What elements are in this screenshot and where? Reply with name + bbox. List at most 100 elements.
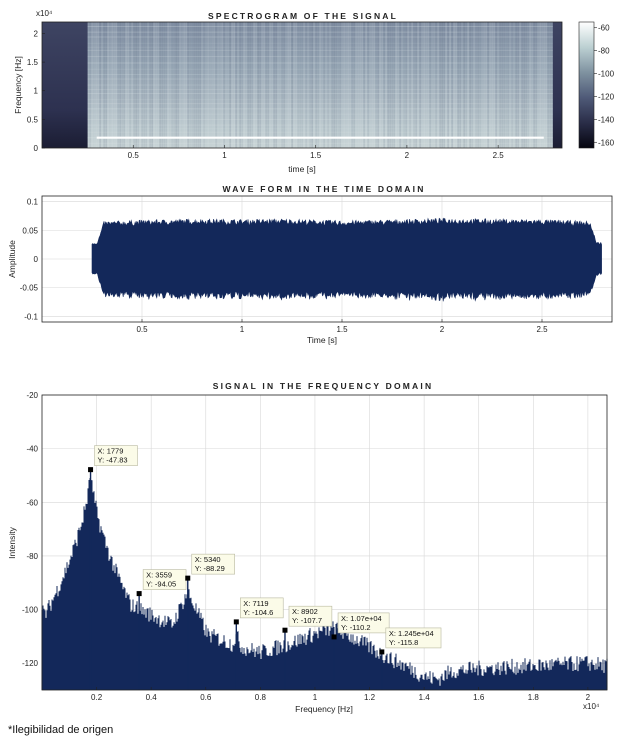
spectrogram-band (87, 26, 553, 27)
spectrogram-stripe (469, 22, 471, 148)
spectrogram-stripe (531, 22, 533, 148)
frequency-ylabel: Intensity (7, 526, 17, 558)
spectrogram-stripe (509, 22, 511, 148)
frequency-ytick-label: -100 (22, 606, 39, 615)
spectrogram-stripe (389, 22, 391, 148)
frequency-panel: SIGNAL IN THE FREQUENCY DOMAIN X: 1779Y:… (7, 381, 608, 714)
spectrogram-stripe (323, 22, 325, 148)
peak-datatip-x: X: 8902 (292, 607, 318, 616)
spectrogram-stripe (409, 22, 411, 148)
spectrogram-stripe (231, 22, 233, 148)
spectrogram-stripe (299, 22, 301, 148)
colorbar-ticks: -60 -80 -100 -120 -140 -160 (594, 24, 615, 147)
spectrogram-stripe (191, 22, 193, 148)
spectrogram-stripe (187, 22, 189, 148)
frequency-ticks: 0.2 0.4 0.6 0.8 1 1.2 1.4 1.6 1.8 2 -20 -40 -60 -80 -1… (22, 391, 591, 702)
colorbar-tick-label: -100 (598, 70, 615, 79)
waveform-ytick-label: 0.05 (22, 226, 38, 235)
peak-marker[interactable] (379, 649, 385, 655)
peak-marker[interactable] (136, 591, 142, 597)
spectrogram-stripe (163, 22, 165, 148)
spectrogram-band (87, 119, 553, 121)
peak-marker[interactable] (233, 619, 239, 625)
spectrogram-stripe (359, 22, 361, 148)
spectrogram-stripe (493, 22, 495, 148)
spectrogram-stripe (333, 22, 335, 148)
spectrogram-stripe (109, 22, 111, 148)
peak-marker[interactable] (185, 575, 191, 581)
spectrogram-stripe (215, 22, 217, 148)
spectrogram-stripe (405, 22, 407, 148)
spectrogram-band (87, 103, 553, 105)
spectrogram-band (87, 46, 553, 48)
spectrogram-stripe (165, 22, 167, 148)
spectrogram-stripe (437, 22, 439, 148)
spectrogram-stripe (545, 22, 547, 148)
spectrogram-xtick-label: 1 (222, 151, 227, 160)
waveform-plot (91, 217, 602, 302)
peak-datatip (337, 612, 390, 634)
peak-datatip-y: Y: -94.05 (146, 580, 176, 589)
spectrogram-stripe (377, 22, 379, 148)
spectrogram-stripe (519, 22, 521, 148)
spectrogram-stripe (141, 22, 143, 148)
frequency-ytick-label: -40 (26, 445, 38, 454)
spectrogram-band (87, 31, 553, 33)
spectrogram-band (87, 113, 553, 115)
frequency-xtick-label: 1.2 (364, 693, 376, 702)
spectrogram-band (87, 99, 553, 101)
spectrogram-stripe (199, 22, 201, 148)
spectrogram-stripe (525, 22, 527, 148)
peak-marker[interactable] (331, 634, 337, 640)
peak-datatip-y: Y: -47.83 (98, 456, 128, 465)
spectrogram-stripe (103, 22, 105, 148)
waveform-xtick-label: 0.5 (136, 325, 148, 334)
spectrogram-stripe (207, 22, 209, 148)
spectrogram-stripe (425, 22, 427, 148)
spectrogram-stripe (429, 22, 431, 148)
peak-marker[interactable] (88, 467, 94, 473)
spectrogram-stripe (379, 22, 381, 148)
spectrogram-stripe (487, 22, 489, 148)
frequency-xtick-label: 0.2 (91, 693, 103, 702)
spectrogram-stripe (259, 22, 261, 148)
spectrogram-stripe (549, 22, 551, 148)
spectrogram-stripe (217, 22, 219, 148)
spectrogram-stripe (353, 22, 355, 148)
peak-datatip-x: X: 1779 (98, 447, 124, 456)
spectrogram-band (87, 93, 553, 95)
spectrogram-stripe (93, 22, 95, 148)
waveform-xtick-label: 2.5 (536, 325, 548, 334)
spectrogram-stripe (533, 22, 535, 148)
spectrogram-stripe (287, 22, 289, 148)
spectrogram-stripe (381, 22, 383, 148)
spectrogram-stripe (211, 22, 213, 148)
frequency-xtick-label: 0.8 (255, 693, 267, 702)
spectrogram-stripe (255, 22, 257, 148)
spectrogram-stripe (541, 22, 543, 148)
colorbar-tick-label: -80 (598, 47, 610, 56)
spectrogram-band (87, 142, 553, 144)
spectrogram-stripe (455, 22, 457, 148)
spectrogram-stripe (523, 22, 525, 148)
spectrogram-stripe (473, 22, 475, 148)
spectrogram-stripe (343, 22, 345, 148)
footnote: *Ilegibilidad de origen (8, 724, 114, 736)
spectrogram-stripe (457, 22, 459, 148)
waveform-frame (41, 195, 613, 323)
peak-marker[interactable] (282, 627, 288, 633)
spectrogram-stripe (291, 22, 293, 148)
spectrogram-stripe (471, 22, 473, 148)
frequency-ytick-label: -120 (22, 659, 39, 668)
spectrogram-stripe (181, 22, 183, 148)
peak-datatip-x: X: 7119 (243, 599, 268, 608)
spectrogram-stripe (219, 22, 221, 148)
spectrogram-stripe (119, 22, 121, 148)
spectrogram-stripe (87, 22, 89, 148)
spectrogram-stripe (261, 22, 263, 148)
peak-datatip-x: X: 1.07e+04 (341, 614, 382, 623)
spectrogram-stripe (507, 22, 509, 148)
waveform-xtick-label: 2 (440, 325, 445, 334)
peak-datatip-y: Y: -115.8 (389, 638, 418, 647)
